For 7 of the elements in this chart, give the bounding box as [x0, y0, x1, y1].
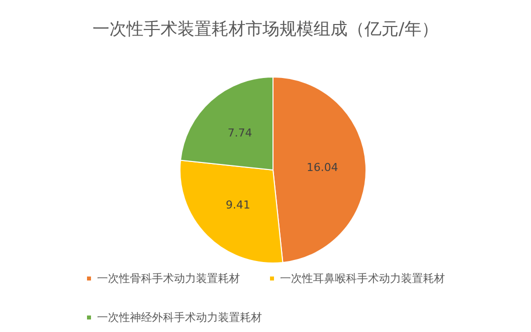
data-label: 9.41 — [226, 198, 250, 212]
legend-label: 一次性耳鼻喉科手术动力装置耗材 — [280, 272, 445, 285]
legend-label: 一次性神经外科手术动力装置耗材 — [97, 311, 262, 324]
chart-title: 一次性手术装置耗材市场规模组成（亿元/年） — [92, 20, 438, 40]
legend-label: 一次性骨科手术动力装置耗材 — [97, 272, 240, 285]
data-label: 7.74 — [228, 126, 252, 140]
data-label: 16.04 — [306, 160, 338, 174]
